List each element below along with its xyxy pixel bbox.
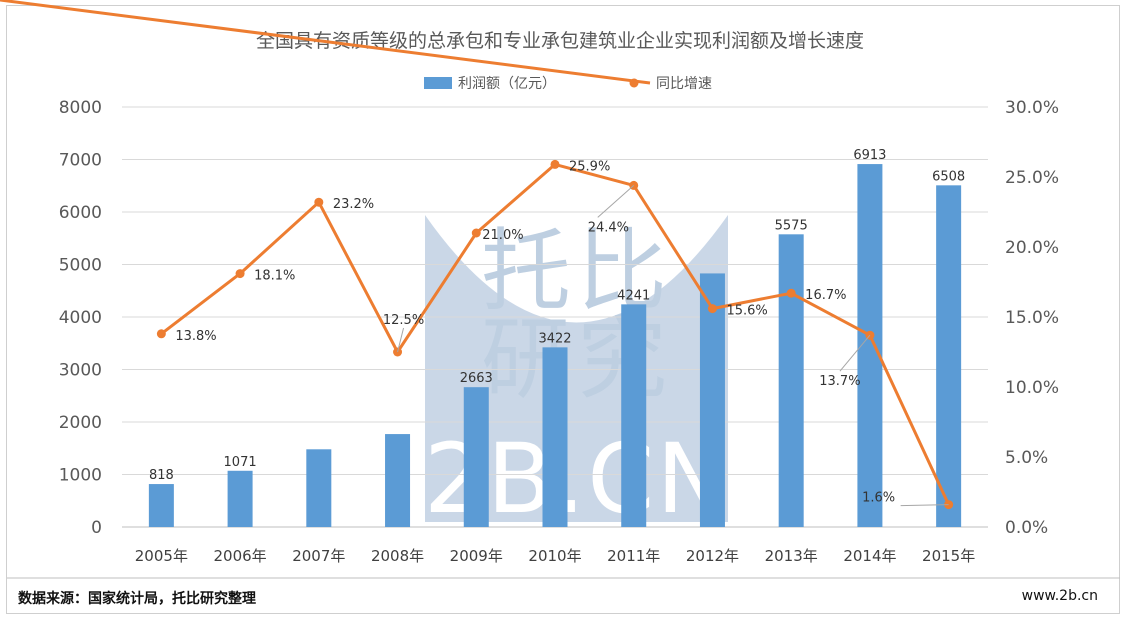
legend: 利润额（亿元） 同比增速 [0, 0, 712, 92]
bar-value-label: 3422 [538, 331, 571, 346]
line-point [550, 159, 560, 169]
line-value-label: 13.7% [819, 374, 860, 389]
right-tick-label: 5.0% [1005, 448, 1048, 468]
line-value-label: 25.9% [569, 159, 610, 174]
x-tick-label: 2015年 [922, 547, 975, 565]
left-tick-label: 6000 [59, 203, 102, 223]
line-value-label: 16.7% [805, 288, 846, 303]
legend-line-swatch [0, 0, 651, 85]
left-tick-label: 8000 [59, 98, 102, 118]
line-value-label: 23.2% [333, 197, 374, 212]
right-tick-label: 30.0% [1005, 98, 1059, 118]
x-tick-label: 2009年 [450, 547, 503, 565]
legend-bar-label: 利润额（亿元） [458, 76, 556, 92]
left-axis-ticks: 0 1000 2000 3000 4000 5000 6000 7000 8000 [59, 98, 102, 538]
right-tick-label: 15.0% [1005, 308, 1059, 328]
x-tick-label: 2005年 [135, 547, 188, 565]
line-point [707, 304, 717, 314]
line-point [786, 288, 796, 298]
x-tick-label: 2013年 [765, 547, 818, 565]
bar [699, 273, 725, 527]
bar [542, 347, 568, 527]
x-tick-label: 2006年 [213, 547, 266, 565]
label-leader [900, 504, 949, 507]
x-tick-label: 2012年 [686, 547, 739, 565]
bar [148, 484, 174, 527]
line-value-label: 1.6% [862, 491, 895, 506]
bar-data-labels: 818 1071 2663 3422 4241 5575 6913 6508 [149, 148, 965, 483]
line-point [314, 197, 324, 207]
label-leader [397, 327, 405, 353]
bar-value-label: 2663 [460, 371, 493, 386]
line-value-label: 12.5% [383, 313, 424, 328]
bar-value-label: 5575 [775, 218, 808, 233]
bar [778, 234, 804, 527]
watermark-shield [425, 215, 728, 522]
left-tick-label: 5000 [59, 256, 102, 276]
x-tick-label: 2014年 [843, 547, 896, 565]
right-tick-label: 25.0% [1005, 168, 1059, 188]
right-tick-label: 20.0% [1005, 238, 1059, 258]
site-url: www.2b.cn [1021, 588, 1098, 604]
line-value-label: 15.6% [726, 304, 767, 319]
label-leader [839, 334, 871, 372]
left-tick-label: 1000 [59, 466, 102, 486]
x-tick-label: 2008年 [371, 547, 424, 565]
bar [621, 304, 647, 527]
bar-value-label: 6508 [932, 169, 965, 184]
legend-line-label: 同比增速 [656, 76, 712, 92]
right-axis-ticks: 0.0% 5.0% 10.0% 15.0% 20.0% 25.0% 30.0% [1005, 98, 1059, 538]
x-axis-ticks: 2005年 2006年 2007年 2008年 2009年 2010年 2011年 2012年… [135, 547, 975, 565]
line-value-label: 24.4% [588, 220, 629, 235]
right-tick-label: 10.0% [1005, 378, 1059, 398]
x-tick-label: 2010年 [528, 547, 581, 565]
right-tick-label: 0.0% [1005, 518, 1048, 538]
line-point [235, 269, 245, 279]
legend-line-marker [629, 78, 639, 88]
bar-value-label: 4241 [617, 288, 650, 303]
line-data-labels: 13.8% 18.1% 23.2% 12.5% 21.0% 25.9% 24.4% 15.6%… [175, 159, 949, 507]
left-tick-label: 0 [91, 518, 102, 538]
line-value-label: 13.8% [175, 329, 216, 344]
x-tick-label: 2011年 [607, 547, 660, 565]
legend-bar-swatch [424, 77, 452, 89]
bar-series [148, 164, 962, 527]
line-value-label: 18.1% [254, 269, 295, 284]
line-value-label: 21.0% [482, 228, 523, 243]
chart-title: 全国具有资质等级的总承包和专业承包建筑业企业实现利润额及增长速度 [256, 30, 864, 52]
left-tick-label: 4000 [59, 308, 102, 328]
bar [936, 185, 962, 527]
x-tick-label: 2007年 [292, 547, 345, 565]
bar [227, 470, 253, 527]
label-leader [597, 185, 635, 218]
source-note: 数据来源：国家统计局，托比研究整理 [18, 591, 256, 607]
left-tick-label: 3000 [59, 361, 102, 381]
bar [306, 449, 332, 527]
line-point [471, 228, 481, 238]
left-tick-label: 7000 [59, 151, 102, 171]
bar-value-label: 6913 [853, 148, 886, 163]
bar [385, 434, 411, 527]
bar-value-label: 1071 [224, 455, 257, 470]
bar-value-label: 818 [149, 468, 174, 483]
left-tick-label: 2000 [59, 413, 102, 433]
bar [463, 387, 489, 527]
line-point [156, 329, 166, 339]
